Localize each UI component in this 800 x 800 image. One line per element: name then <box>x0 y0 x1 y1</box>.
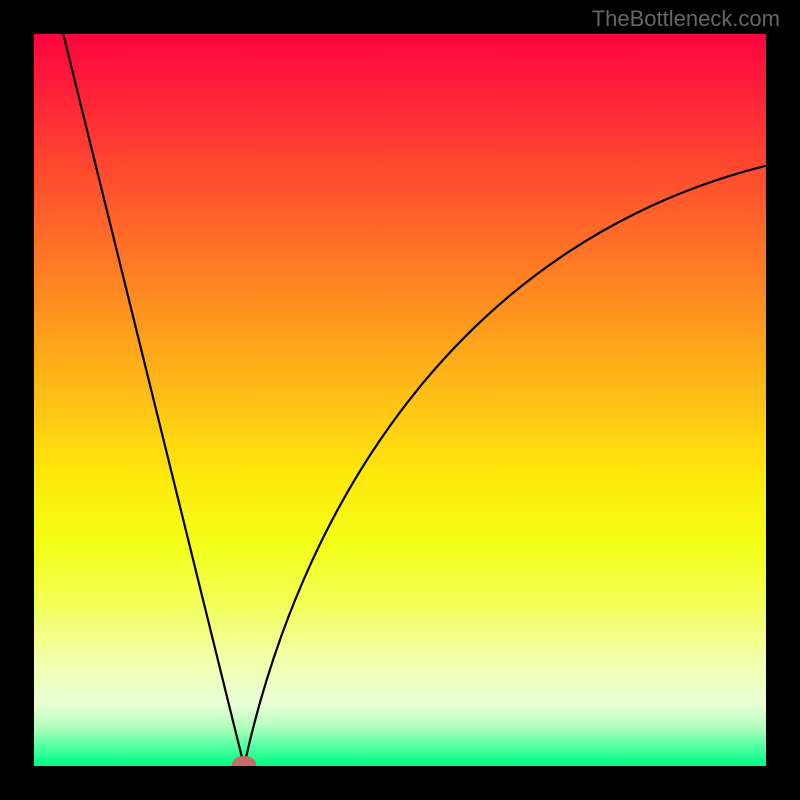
chart-frame: TheBottleneck.com <box>0 0 800 800</box>
bottleneck-chart <box>0 0 800 800</box>
watermark-text: TheBottleneck.com <box>592 6 780 32</box>
